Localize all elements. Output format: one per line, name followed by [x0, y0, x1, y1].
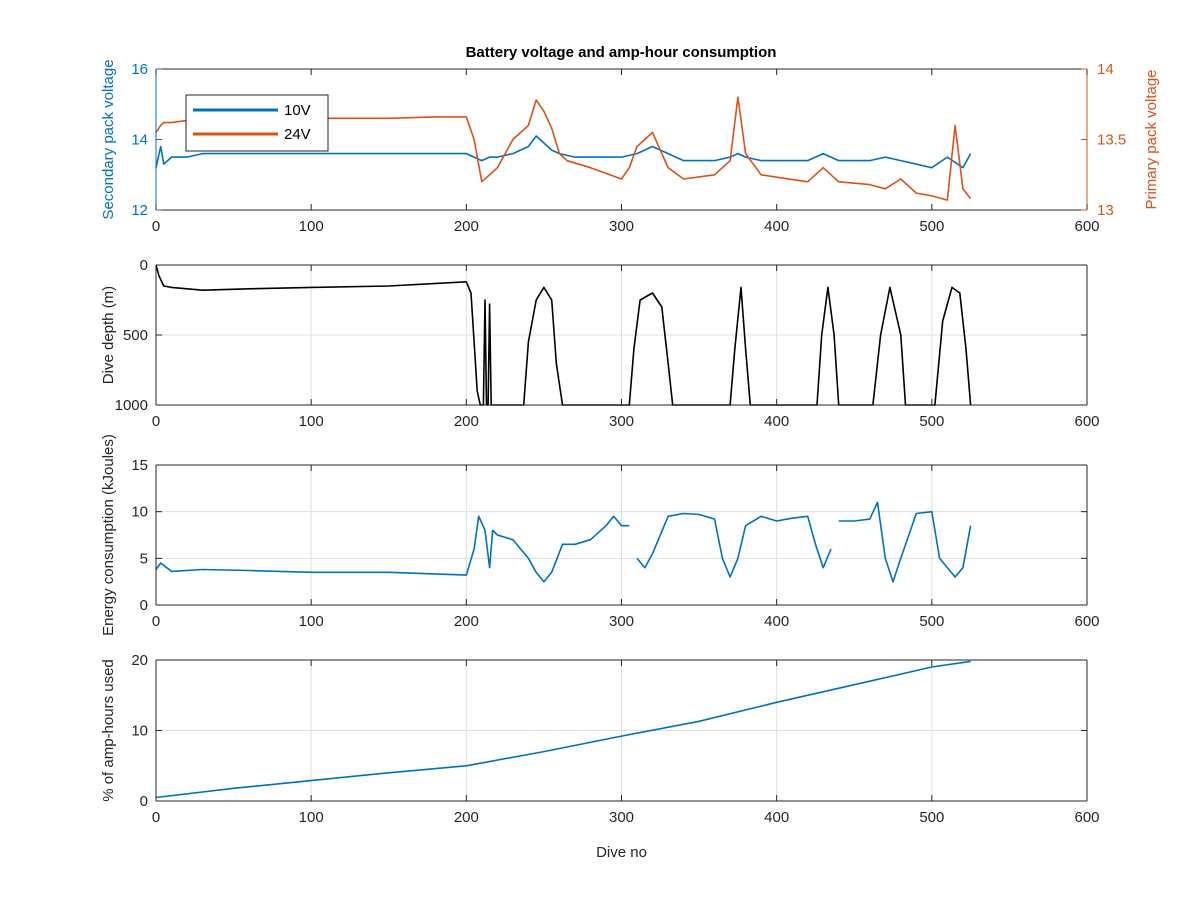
- y-tick-label: 16: [131, 61, 148, 78]
- y-axis-label: Dive depth (m): [100, 286, 117, 384]
- y-tick-label: 14: [131, 132, 148, 149]
- right-y-axis-label: Primary pack voltage: [1143, 69, 1160, 209]
- y-tick-label: 0: [140, 257, 148, 274]
- y-tick-label: 1000: [115, 397, 148, 414]
- x-tick-label: 200: [454, 218, 479, 235]
- x-tick-label: 200: [454, 809, 479, 826]
- x-tick-label: 100: [299, 613, 324, 630]
- y-tick-label: 10: [131, 504, 148, 521]
- y-axis-label: Energy consumption (kJoules): [100, 434, 117, 636]
- series-line-1: [155, 660, 971, 799]
- right-y-tick-label: 13: [1097, 202, 1114, 219]
- x-tick-label: 400: [764, 809, 789, 826]
- x-tick-label: 600: [1074, 413, 1099, 430]
- y-tick-label: 500: [123, 327, 148, 344]
- x-tick-label: 0: [152, 218, 160, 235]
- y-tick-label: 20: [131, 652, 148, 669]
- x-tick-label: 300: [609, 809, 634, 826]
- chart-title: Battery voltage and amp-hour consumption: [466, 44, 777, 61]
- x-tick-label: 600: [1074, 613, 1099, 630]
- y-tick-label: 12: [131, 202, 148, 219]
- y-tick-label: 10: [131, 723, 148, 740]
- x-tick-label: 500: [919, 809, 944, 826]
- x-tick-label: 600: [1074, 809, 1099, 826]
- subplot-3: 0 100 200 300 400 500 600 0 5 10 15 Energy consumpt…: [100, 434, 1100, 636]
- x-tick-label: 300: [609, 218, 634, 235]
- x-tick-label: 0: [152, 809, 160, 826]
- x-tick-label: 400: [764, 413, 789, 430]
- subplots: 0 100 200 300 400 500 6001214161313.514Seconda…: [100, 59, 1160, 861]
- subplot-1: 0 100 200 300 400 500 600 12 14 16 13 13.5 14 Seconda…: [100, 59, 1160, 235]
- subplot-2: 0 100 200 300 400 500 600 0 500 1000 Dive depth (m…: [100, 257, 1100, 430]
- series-line-1: [155, 501, 972, 583]
- x-tick-label: 500: [919, 218, 944, 235]
- x-tick-label: 300: [609, 613, 634, 630]
- legend-box: [185, 94, 329, 152]
- x-tick-label: 400: [764, 613, 789, 630]
- x-tick-label: 0: [152, 613, 160, 630]
- x-tick-label: 0: [152, 413, 160, 430]
- x-tick-label: 600: [1074, 218, 1099, 235]
- x-tick-label: 400: [764, 218, 789, 235]
- legend-label: 10V: [284, 102, 311, 119]
- y-tick-label: 15: [131, 457, 148, 474]
- x-tick-label: 100: [299, 809, 324, 826]
- right-y-tick-label: 14: [1097, 61, 1114, 78]
- x-tick-label: 300: [609, 413, 634, 430]
- y-tick-label: 0: [140, 597, 148, 614]
- x-tick-label: 200: [454, 613, 479, 630]
- x-tick-label: 200: [454, 413, 479, 430]
- x-axis-label: Dive no: [596, 844, 647, 861]
- x-tick-label: 100: [299, 218, 324, 235]
- x-tick-label: 500: [919, 613, 944, 630]
- y-tick-label: 0: [140, 793, 148, 810]
- right-y-tick-label: 13.5: [1097, 132, 1126, 149]
- legend-label: 24V: [284, 126, 311, 143]
- subplot-4: 0 100 200 300 400 500 600 0 10 20 % of amp-hours u…: [100, 652, 1100, 861]
- series-line-24V: [155, 96, 972, 201]
- x-tick-label: 100: [299, 413, 324, 430]
- y-axis-label: % of amp-hours used: [100, 659, 117, 802]
- y-axis-label: Secondary pack voltage: [100, 59, 117, 219]
- y-tick-label: 5: [140, 550, 148, 567]
- x-tick-label: 500: [919, 413, 944, 430]
